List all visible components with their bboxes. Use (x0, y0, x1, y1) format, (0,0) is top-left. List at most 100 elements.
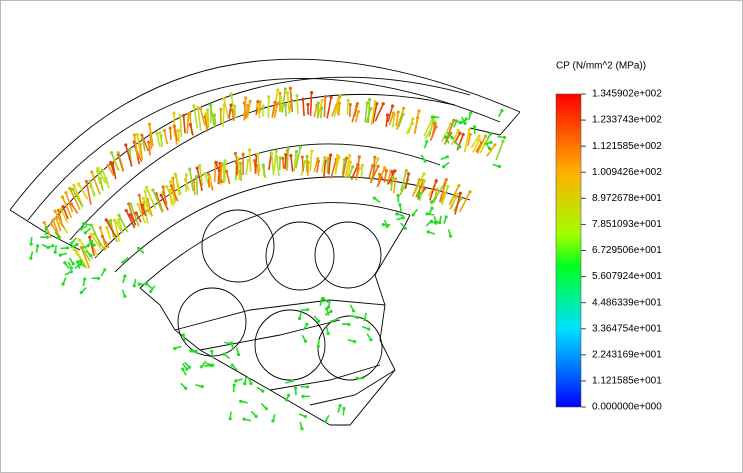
arrow (370, 101, 376, 126)
arrow-head (290, 379, 294, 383)
arrow (346, 100, 349, 116)
arrow (188, 169, 194, 191)
arrow (336, 99, 340, 115)
arrow (341, 159, 346, 175)
arrow-head (305, 385, 310, 389)
arrow-head (305, 322, 309, 327)
arrow-head (363, 318, 367, 322)
edge (309, 369, 396, 406)
arrow (91, 245, 99, 258)
arrow-head (306, 160, 310, 164)
arrow-head (426, 230, 430, 234)
arrow-head (162, 129, 167, 133)
arrow-head (129, 202, 133, 206)
arrow-head (336, 98, 340, 102)
arrow-head (459, 196, 463, 200)
arrow (350, 164, 359, 180)
arrow-head (100, 234, 105, 238)
arrow (99, 178, 104, 192)
arrow-head (196, 106, 200, 110)
arrow (342, 157, 348, 177)
arrow (77, 183, 89, 200)
arrow (423, 116, 434, 137)
arrow-head (49, 222, 53, 226)
arrow-head (338, 404, 342, 408)
arrow-head (59, 207, 63, 211)
legend-label: 8.972678e+001 (592, 193, 662, 204)
arrow-head (192, 180, 196, 184)
arrow-head (394, 177, 398, 181)
arrow-head (69, 266, 73, 270)
arrow (73, 184, 83, 206)
arrow-head (181, 333, 185, 337)
legend-label: 0.000000e+000 (592, 402, 662, 413)
arrow-head (192, 104, 196, 108)
arrow-head (468, 132, 472, 136)
arrow-head (89, 232, 93, 237)
arrow (405, 123, 413, 135)
arrow (129, 214, 137, 226)
arrow-head (342, 406, 346, 411)
arrow-head (301, 394, 305, 398)
arrow (281, 88, 287, 113)
arrow-head (233, 151, 238, 156)
arrow-head (77, 238, 81, 242)
arrow-head (92, 243, 96, 247)
arrow-head (351, 309, 356, 313)
arrow-head (249, 381, 253, 386)
arrow-head (276, 88, 280, 92)
arrow (470, 135, 480, 149)
arrow-head (444, 215, 448, 219)
arrow (72, 188, 84, 208)
arrow-head (396, 110, 400, 114)
arrow (404, 173, 410, 190)
arrow-head (284, 153, 288, 157)
arrow-head (423, 159, 427, 163)
arrow-head (422, 179, 426, 183)
arrow (330, 159, 338, 179)
model (9, 58, 521, 431)
arrow-head (348, 154, 352, 158)
arrow-head (121, 260, 125, 264)
arrow (156, 133, 161, 147)
arrow (145, 186, 157, 209)
arrow (130, 203, 140, 227)
arrow (245, 105, 249, 120)
arrow-head (463, 121, 467, 125)
arrow (387, 105, 394, 123)
arrow (204, 116, 209, 132)
arrow-head (281, 156, 285, 160)
arrow-head (484, 139, 488, 143)
arrow (323, 160, 327, 178)
arrow-head (271, 419, 275, 423)
arrow (313, 104, 318, 118)
arrow (209, 104, 216, 127)
arrow-head (144, 185, 149, 189)
arrow-head (337, 95, 342, 99)
arrow-head (106, 163, 110, 167)
arrow-head (489, 140, 493, 144)
arrow-head (367, 98, 372, 102)
arrow (177, 130, 180, 143)
arrow-head (78, 259, 83, 263)
arrow-head (109, 151, 114, 155)
arrow-head (232, 383, 236, 387)
arrow (184, 179, 190, 191)
arrow-head (438, 221, 442, 225)
arrow-head (252, 159, 257, 163)
arrow-head (323, 156, 327, 160)
arrow (248, 149, 252, 173)
arrow-head (430, 115, 434, 119)
arrow-head (398, 203, 402, 207)
arrow (456, 134, 464, 151)
arrow-head (353, 340, 357, 344)
arrow-head (223, 159, 227, 163)
arrow-head (188, 167, 192, 171)
arrow-head (294, 154, 298, 158)
arrow (237, 157, 241, 181)
arrow-head (69, 202, 74, 206)
arrow-head (288, 86, 292, 90)
arrow (174, 173, 182, 196)
arrow-head (135, 132, 139, 137)
arrow-head (326, 160, 330, 164)
